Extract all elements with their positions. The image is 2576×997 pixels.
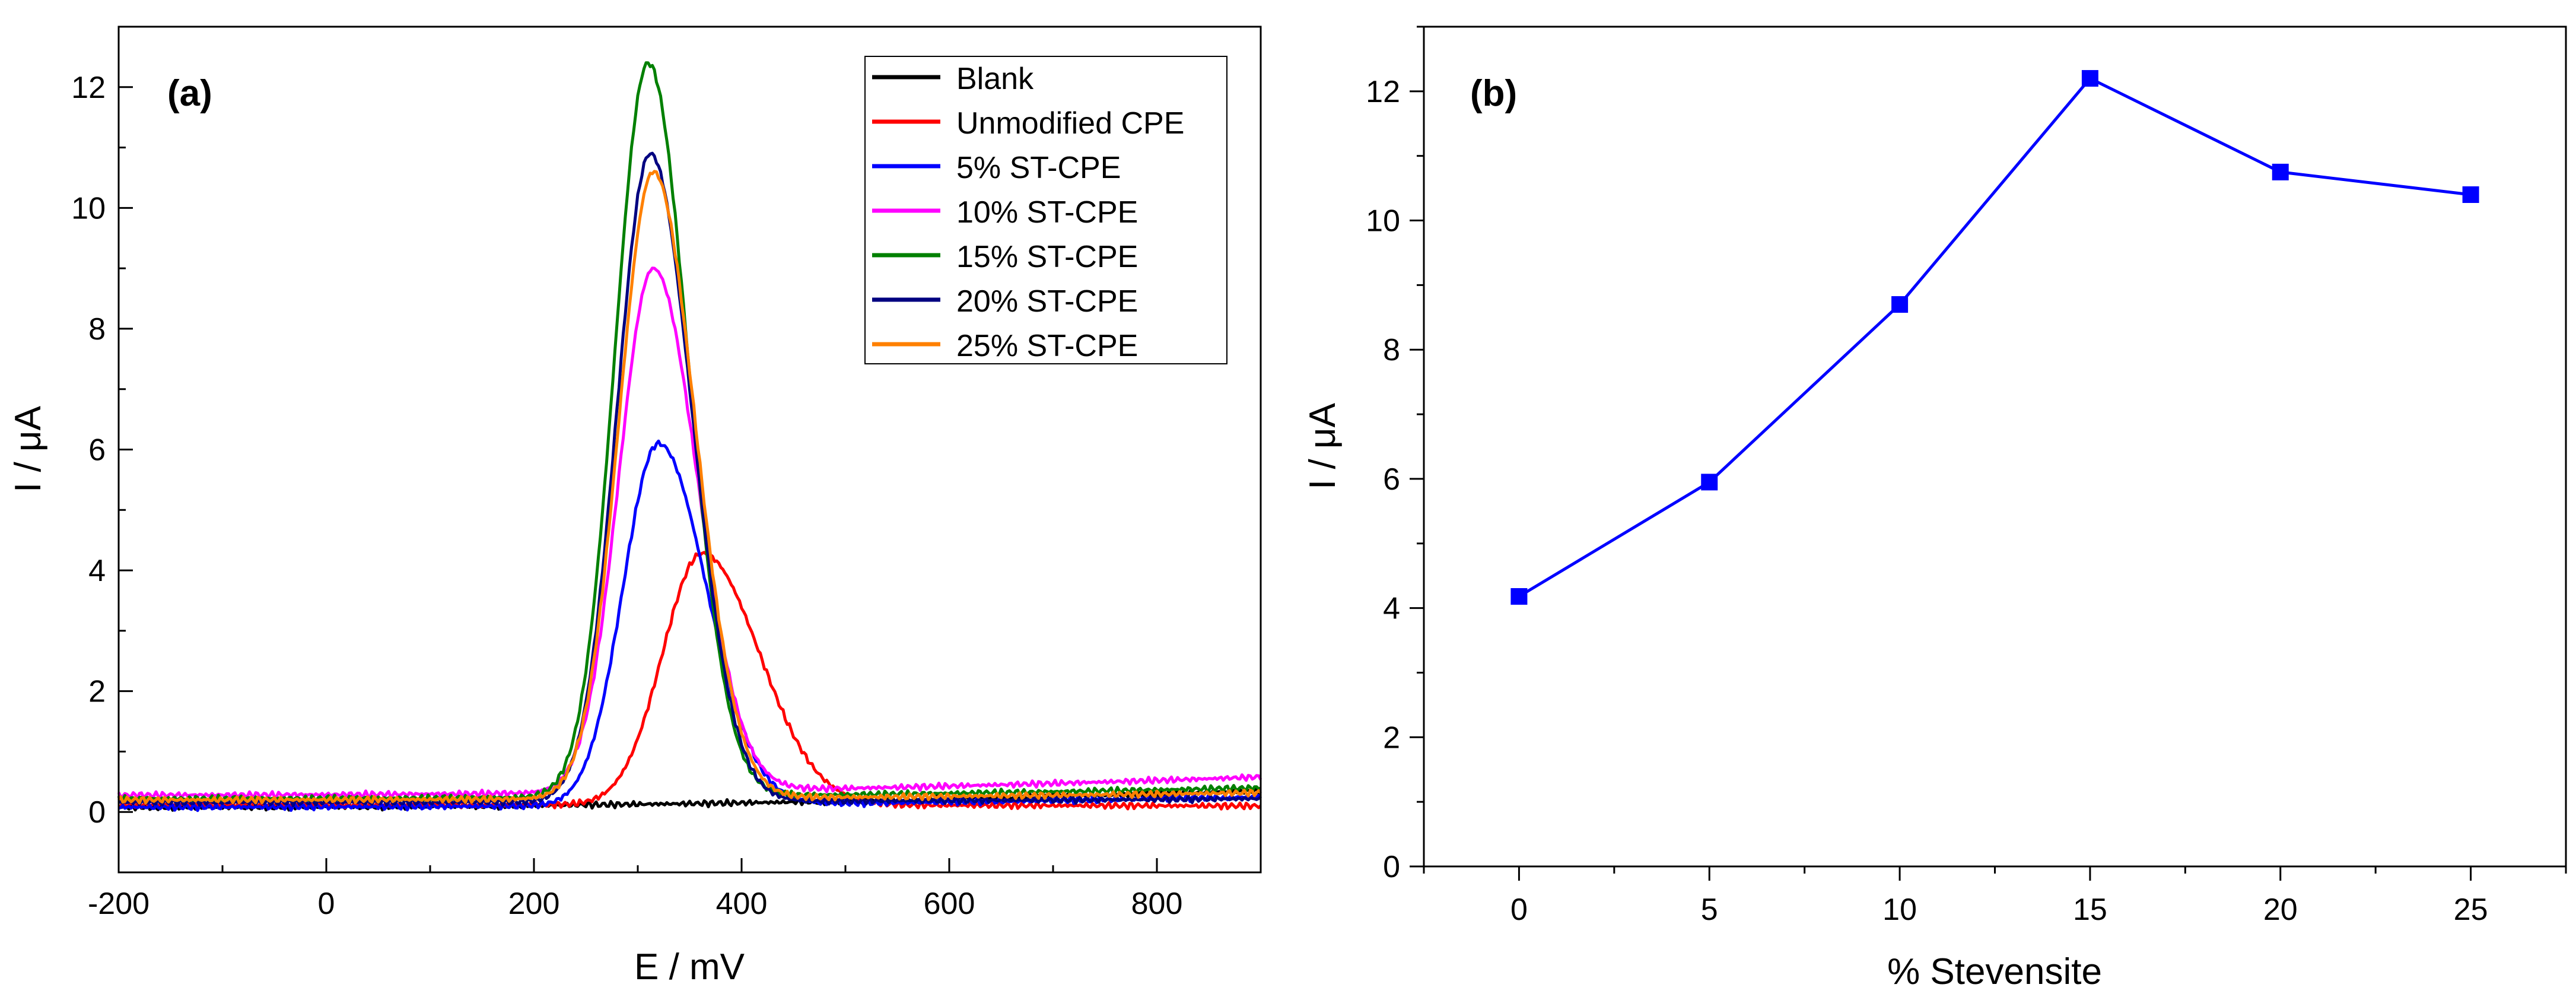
legend-label-10-st-cpe: 10% ST-CPE	[956, 195, 1138, 230]
data-point	[1701, 474, 1718, 491]
legend-label-15-st-cpe: 15% ST-CPE	[956, 240, 1138, 274]
y-tick-label: 4	[1383, 592, 1400, 626]
legend-label-5-st-cpe: 5% ST-CPE	[956, 151, 1121, 185]
y-tick-label: 10	[71, 191, 106, 226]
series-line-5-st-cpe	[118, 439, 1262, 812]
x-tick-label: 600	[924, 887, 975, 921]
panel-b-frame	[1423, 26, 2567, 868]
data-point	[2081, 70, 2098, 87]
y-tick-label: 12	[71, 71, 106, 105]
panel-a-legend: Blank Unmodified CPE 5% ST-CPE 10% ST-CP…	[864, 56, 1227, 364]
y-tick-label: 6	[88, 433, 106, 468]
panel-b-chart: 0 5 10 15 20 25 0 2 4 6 8 10 12 (b) % Stevensite I /…	[1302, 26, 2567, 992]
panel-a-curves	[117, 61, 1262, 812]
y-tick-label: 8	[1383, 333, 1400, 367]
panel-a-label: (a)	[167, 73, 212, 114]
y-tick-label: 8	[88, 312, 106, 347]
panel-b-ylabel: I / μA	[1302, 402, 1343, 490]
panel-b-series	[1510, 70, 2479, 605]
x-tick-label: -200	[88, 887, 150, 921]
x-tick-label: 800	[1131, 887, 1183, 921]
legend-label-blank: Blank	[956, 62, 1034, 96]
series-line-25-st-cpe	[117, 170, 1262, 805]
data-point	[1510, 588, 1528, 605]
series-line-10-st-cpe	[117, 266, 1262, 800]
x-tick-label: 25	[2454, 893, 2488, 927]
x-tick-label: 400	[716, 887, 768, 921]
legend-entry-5-st-cpe: 5% ST-CPE	[872, 151, 1121, 185]
x-tick-label: 10	[1882, 893, 1917, 927]
y-tick-label: 0	[1383, 850, 1400, 884]
y-tick-label: 12	[1366, 75, 1400, 109]
y-tick-label: 4	[88, 554, 106, 588]
panel-b-label: (b)	[1470, 73, 1517, 114]
y-tick-label: 6	[1383, 462, 1400, 497]
panel-b-xlabel: % Stevensite	[1887, 951, 2102, 992]
panel-a-ticks: -200 0 200 400 600 800 0 2 4 6 8 10 12	[71, 26, 1183, 921]
legend-entry-10-st-cpe: 10% ST-CPE	[872, 195, 1138, 230]
legend-entry-blank: Blank	[872, 62, 1034, 96]
legend-label-unmodified-cpe: Unmodified CPE	[956, 106, 1184, 141]
series-line	[1518, 76, 2471, 598]
x-tick-label: 0	[318, 887, 335, 921]
panel-a-xlabel: E / mV	[634, 947, 745, 988]
data-point	[2462, 186, 2479, 203]
panel-a-ylabel: I / μA	[8, 405, 49, 493]
x-tick-label: 200	[508, 887, 560, 921]
legend-entry-unmodified-cpe: Unmodified CPE	[872, 106, 1184, 141]
y-tick-label: 0	[88, 795, 106, 830]
series-line-20-st-cpe	[118, 151, 1262, 808]
x-tick-label: 0	[1510, 893, 1528, 927]
legend-entry-15-st-cpe: 15% ST-CPE	[872, 240, 1138, 274]
legend-label-25-st-cpe: 25% ST-CPE	[956, 329, 1138, 363]
x-tick-label: 20	[2263, 893, 2298, 927]
y-tick-label: 10	[1366, 204, 1400, 239]
legend-label-20-st-cpe: 20% ST-CPE	[956, 284, 1138, 319]
panel-b-ticks: 0 5 10 15 20 25 0 2 4 6 8 10 12	[1366, 26, 2567, 927]
y-tick-label: 2	[1383, 720, 1400, 755]
data-point	[1891, 296, 1909, 313]
x-tick-label: 5	[1701, 893, 1718, 927]
panel-a-chart: -200 0 200 400 600 800 0 2 4 6 8 10 12 (a) E / mV I …	[8, 26, 1262, 988]
legend-entry-25-st-cpe: 25% ST-CPE	[872, 329, 1138, 363]
data-point	[2272, 163, 2289, 180]
series-line-unmodified-cpe	[117, 551, 1262, 811]
y-tick-label: 2	[88, 675, 106, 709]
x-tick-label: 15	[2073, 893, 2107, 927]
legend-entry-20-st-cpe: 20% ST-CPE	[872, 284, 1138, 319]
